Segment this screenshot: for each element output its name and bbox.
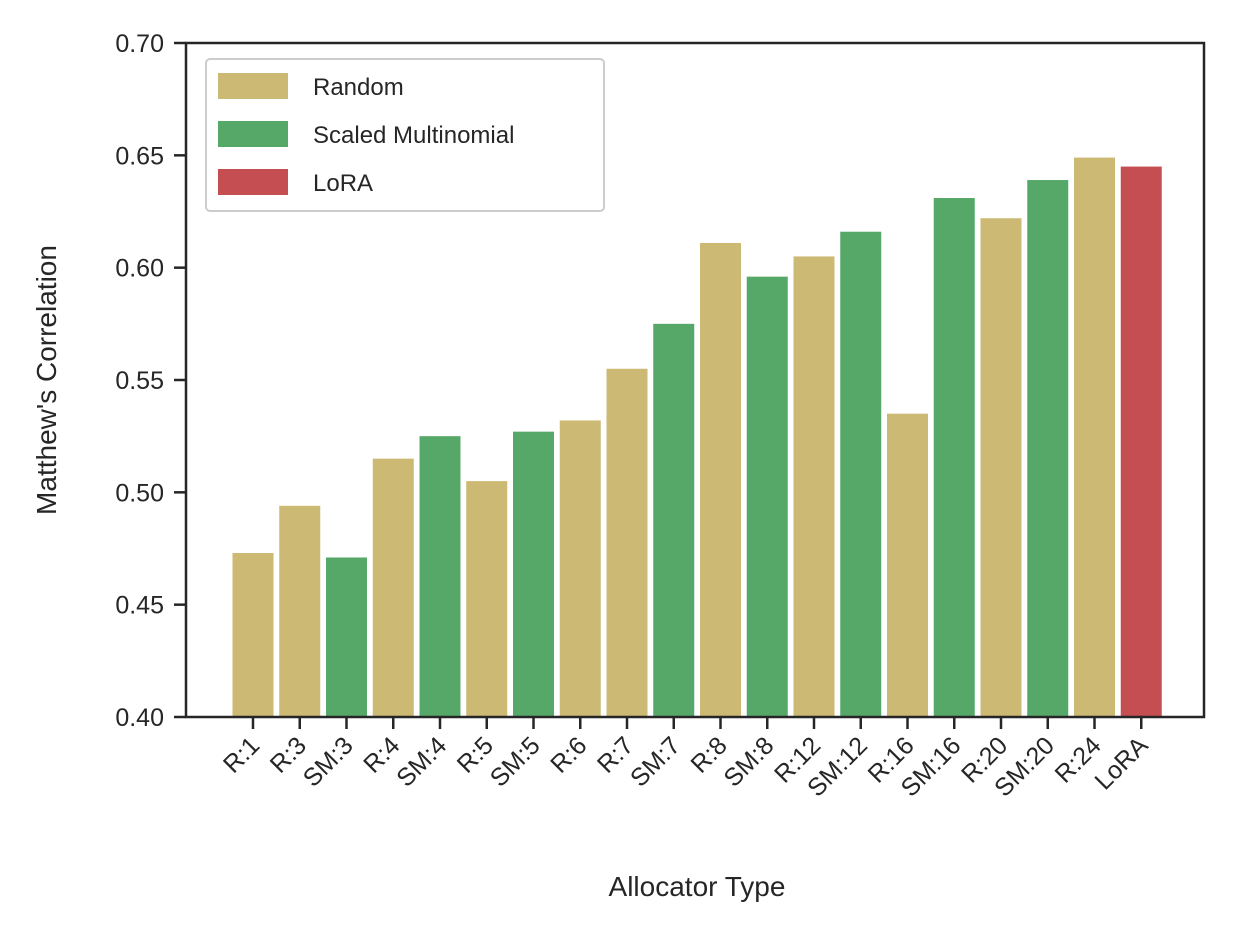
x-tick-label: SM:5 [485,731,546,792]
legend: Random Scaled Multinomial LoRA [205,58,605,212]
bar-r-12 [793,256,835,717]
bar-r-16 [887,413,928,717]
bar-r-1 [232,552,274,717]
legend-box [205,58,605,212]
legend-label: Scaled Multinomial [313,122,514,149]
bar-sm-16 [933,198,975,717]
bar-r-4 [372,458,414,717]
bar-sm-20 [1027,180,1069,718]
x-axis-title: Allocator Type [609,871,786,902]
bar-sm-12 [840,231,882,717]
legend-swatch [218,169,288,195]
y-tick-label: 0.45 [115,592,164,620]
bar-sm-8 [746,276,788,717]
bar-r-20 [980,218,1022,718]
y-tick-label: 0.70 [115,30,164,58]
bars-group [232,157,1162,718]
bar-r-7 [606,368,648,717]
y-tick-label: 0.50 [115,479,164,507]
bar-r-3 [279,505,321,717]
bar-r-8 [700,242,741,717]
x-tick-label: SM:4 [391,731,452,792]
x-tick-label: SM:8 [718,731,779,792]
bar-r-6 [559,420,601,717]
bar-sm-3 [326,557,367,717]
y-tick-label: 0.55 [115,367,164,395]
x-tick-label: R:6 [545,731,592,778]
x-tick-label: SM:7 [625,731,686,792]
legend-swatch [218,121,288,147]
x-axis: R:1 R:3SM:3 R:4SM:4 R:5SM:5 R:6 R:7SM:7 R:8SM:… [218,717,1154,802]
legend-label: LoRA [313,170,373,197]
y-tick-label: 0.60 [115,255,164,283]
bar-lora [1120,166,1162,717]
y-tick-label: 0.40 [115,704,164,732]
x-tick-label: SM:3 [298,731,359,792]
legend-swatch [218,73,288,99]
legend-label: Random [313,74,404,101]
plot-frame [184,41,1206,719]
bar-r-5 [466,481,508,717]
x-tick-label: R:1 [218,731,265,778]
bar-r-24 [1074,157,1115,717]
bar-sm-5 [513,431,554,717]
x-tick-label: LoRA [1089,731,1153,795]
bar-sm-4 [419,436,461,717]
y-tick-label: 0.65 [115,142,164,170]
y-axis-title: Matthew's Correlation [31,245,62,515]
bar-sm-7 [653,323,695,717]
y-axis: 0.40 0.45 0.50 0.55 0.60 0.65 0.70 [115,30,186,732]
